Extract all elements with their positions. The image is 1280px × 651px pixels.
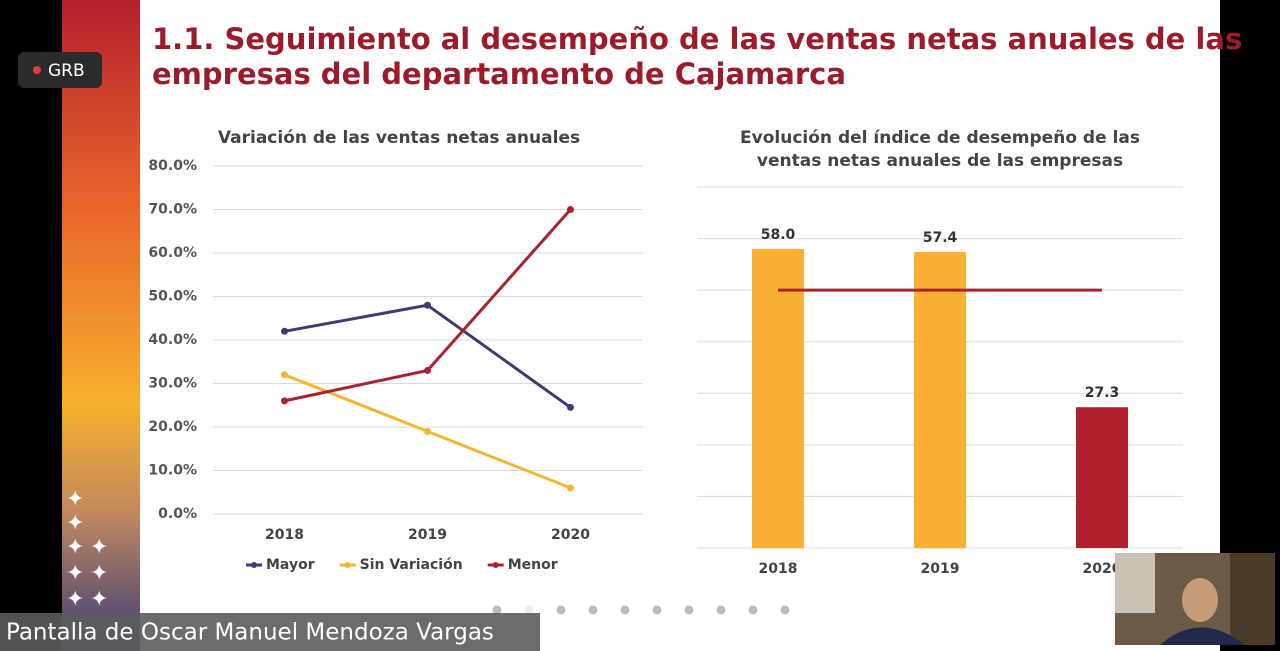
page-dot[interactable] [556,605,566,615]
point [424,427,431,435]
x-tick-label: 2018 [759,561,798,577]
page-dot[interactable] [620,605,630,615]
x-tick-label: 2018 [265,527,304,543]
y-tick-label: 0.0% [158,506,197,522]
legend-label: Sin Variación [360,557,463,573]
point [567,206,574,213]
x-tick-label: 2020 [551,527,590,543]
legend-dot [251,562,257,568]
point [281,371,288,379]
slide [140,0,1220,651]
video-person-body [1160,627,1245,645]
svg-text:✦: ✦ [66,535,84,560]
bar [752,248,804,548]
value-label: 57.4 [923,230,958,246]
pagination [492,605,790,615]
slide-sidebar [62,0,140,651]
share-label: Pantalla de Oscar Manuel Mendoza Vargas [6,620,494,646]
y-tick-label: 80.0% [148,158,197,174]
x-tick-label: 2019 [921,561,960,577]
video-wall [1115,553,1155,613]
point [281,397,288,405]
x-tick-label: 2020 [1083,561,1122,577]
badge[interactable] [18,52,102,88]
point [567,403,574,411]
point [424,366,431,374]
point [567,484,574,492]
video-person [1182,578,1218,622]
page-dot[interactable] [492,605,502,615]
stars: ✦✦✦ ✦ ✦ ✦✦ ✦ [66,487,108,612]
svg-text:✦: ✦ [66,511,84,536]
svg-text:✦: ✦ [66,561,84,586]
legend-label: Mayor [266,557,315,573]
y-tick-label: 50.0% [148,289,197,305]
page-dot[interactable] [748,605,758,615]
svg-text:✦: ✦ [66,487,84,512]
page-dot[interactable] [652,605,662,615]
legend-dot [344,562,351,568]
line-chart: Variación de las ventas netas anuales 0.0… [148,128,642,573]
legend-label: Menor [508,557,558,573]
record-dot [33,66,41,74]
bar [914,251,966,549]
chart-title: Variación de las ventas netas anuales [218,128,580,148]
value-label: 27.3 [1085,385,1120,401]
x-tick-label: 2019 [408,527,447,543]
svg-text:✦: ✦ [66,587,84,612]
y-tick-label: 20.0% [148,419,197,435]
legend-dot [492,562,499,568]
y-tick-label: 40.0% [148,332,197,348]
page-dot[interactable] [684,605,694,615]
svg-text:✦: ✦ [90,587,108,612]
slide-title: 1.1. Seguimiento al desempeño de las ven… [152,22,1242,56]
badge-label: GRB [48,61,85,81]
page-dot[interactable] [716,605,726,615]
y-tick-label: 70.0% [148,202,197,218]
chart-title: Evolución del índice de desempeño de las [740,128,1140,148]
chart-title: ventas netas anuales de las empresas [757,151,1123,171]
page-dot[interactable] [780,605,790,615]
bar-chart: Evolución del índice de desempeño de las… [697,128,1183,577]
video-shelf [1230,553,1275,645]
svg-text:✦: ✦ [90,561,108,586]
y-tick-label: 60.0% [148,245,197,261]
bar [1076,407,1128,548]
point [424,301,431,309]
y-tick-label: 10.0% [148,463,197,479]
slide-title: empresas del departamento de Cajamarca [152,57,846,91]
value-label: 58.0 [761,227,796,243]
page-dot[interactable] [588,605,598,615]
point [281,327,288,335]
page-dot[interactable] [524,605,534,615]
svg-text:✦: ✦ [90,535,108,560]
y-tick-label: 30.0% [148,376,197,392]
share-label-bg [0,613,540,651]
